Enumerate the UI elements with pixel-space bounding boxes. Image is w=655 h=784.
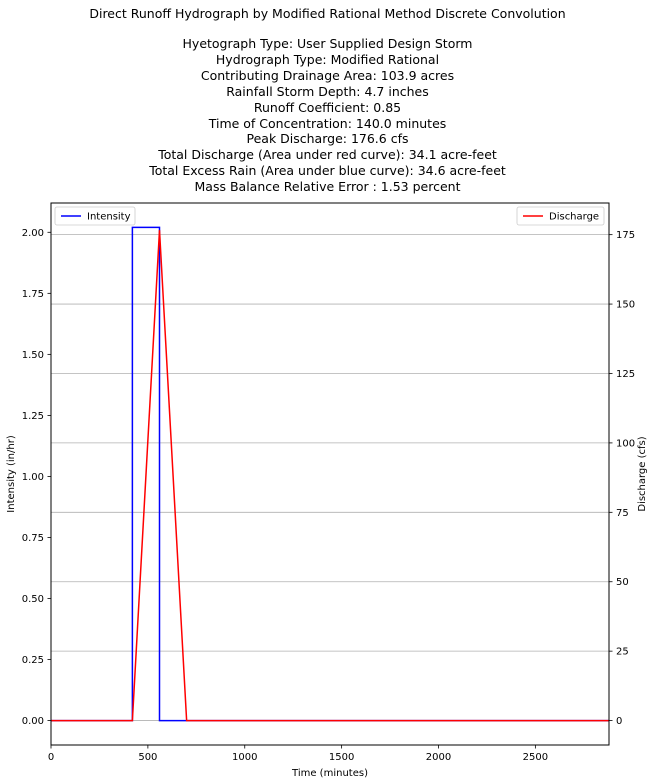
legend-discharge: Discharge	[516, 206, 605, 226]
legend-label: Discharge	[549, 212, 599, 223]
right-y-tick-label: 100	[616, 438, 635, 449]
left-y-tick-label: 0.00	[22, 716, 44, 727]
x-tick-label: 1500	[329, 752, 354, 763]
left-y-axis: 0.00 0.25 0.50 0.75 1.00 1.25 1.50 1.75 2.00	[22, 228, 51, 727]
x-tick-label: 1000	[232, 752, 257, 763]
title-line: Peak Discharge: 176.6 cfs	[246, 131, 409, 147]
title-line: Runoff Coefficient: 0.85	[253, 99, 402, 115]
left-y-tick-label: 1.00	[22, 472, 44, 483]
title-line: Time of Concentration: 140.0 minutes	[208, 115, 447, 131]
title-line: Total Discharge (Area under red curve): …	[158, 147, 497, 163]
plot-frame	[50, 202, 610, 746]
left-y-tick-label: 1.50	[22, 350, 44, 361]
series-line-intensity	[51, 226, 609, 722]
x-axis: 0 500 1000 1500 2000 2500	[48, 745, 548, 763]
left-y-tick-label: 0.75	[22, 533, 44, 544]
legend-box	[54, 206, 136, 226]
title-line: Total Excess Rain (Area under blue curve…	[149, 163, 506, 179]
series-layer	[51, 226, 609, 722]
left-y-tick-label: 0.50	[22, 594, 44, 605]
x-tick-label: 0	[48, 752, 54, 763]
left-y-axis-label: Intensity (in/hr)	[6, 435, 17, 513]
chart-title-block: Hyetograph Type: User Supplied Design St…	[0, 36, 655, 195]
right-y-tick-label: 125	[616, 369, 635, 380]
right-y-axis-label: Discharge (cfs)	[637, 436, 648, 511]
title-line: Rainfall Storm Depth: 4.7 inches	[226, 83, 429, 99]
legend-label: Intensity	[87, 212, 131, 223]
right-y-tick-label: 0	[616, 716, 622, 727]
x-tick-label: 500	[138, 752, 157, 763]
right-y-tick-label: 50	[616, 577, 629, 588]
left-y-tick-label: 0.25	[22, 655, 44, 666]
left-y-tick-label: 1.25	[22, 411, 44, 422]
x-axis-label: Time (minutes)	[291, 768, 368, 779]
title-line: Hydrograph Type: Modified Rational	[215, 51, 440, 67]
legend-box	[516, 206, 605, 226]
right-y-tick-label: 75	[616, 508, 629, 519]
x-tick-label: 2000	[426, 752, 451, 763]
legend-intensity: Intensity	[54, 206, 136, 226]
title-line: Hyetograph Type: User Supplied Design St…	[182, 36, 473, 51]
right-y-axis: 0 25 50 75 100 125 150 175	[609, 230, 635, 727]
right-y-tick-label: 25	[616, 647, 629, 658]
series-line-discharge	[51, 230, 609, 722]
right-y-tick-label: 150	[616, 300, 635, 311]
chart-suptitle: Direct Runoff Hydrograph by Modified Rat…	[89, 6, 566, 21]
x-tick-label: 2500	[523, 752, 548, 763]
title-line: Contributing Drainage Area: 103.9 acres	[200, 67, 455, 83]
left-y-tick-label: 2.00	[22, 228, 44, 239]
title-line: Mass Balance Relative Error : 1.53 perce…	[194, 179, 461, 195]
grid-layer	[51, 234, 609, 721]
right-y-tick-label: 175	[616, 230, 635, 241]
left-y-tick-label: 1.75	[22, 289, 44, 300]
